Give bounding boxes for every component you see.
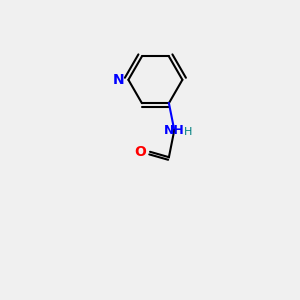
Text: O: O [134, 145, 146, 159]
Text: N: N [113, 73, 124, 87]
Text: NH: NH [164, 124, 185, 137]
Text: H: H [184, 127, 192, 136]
